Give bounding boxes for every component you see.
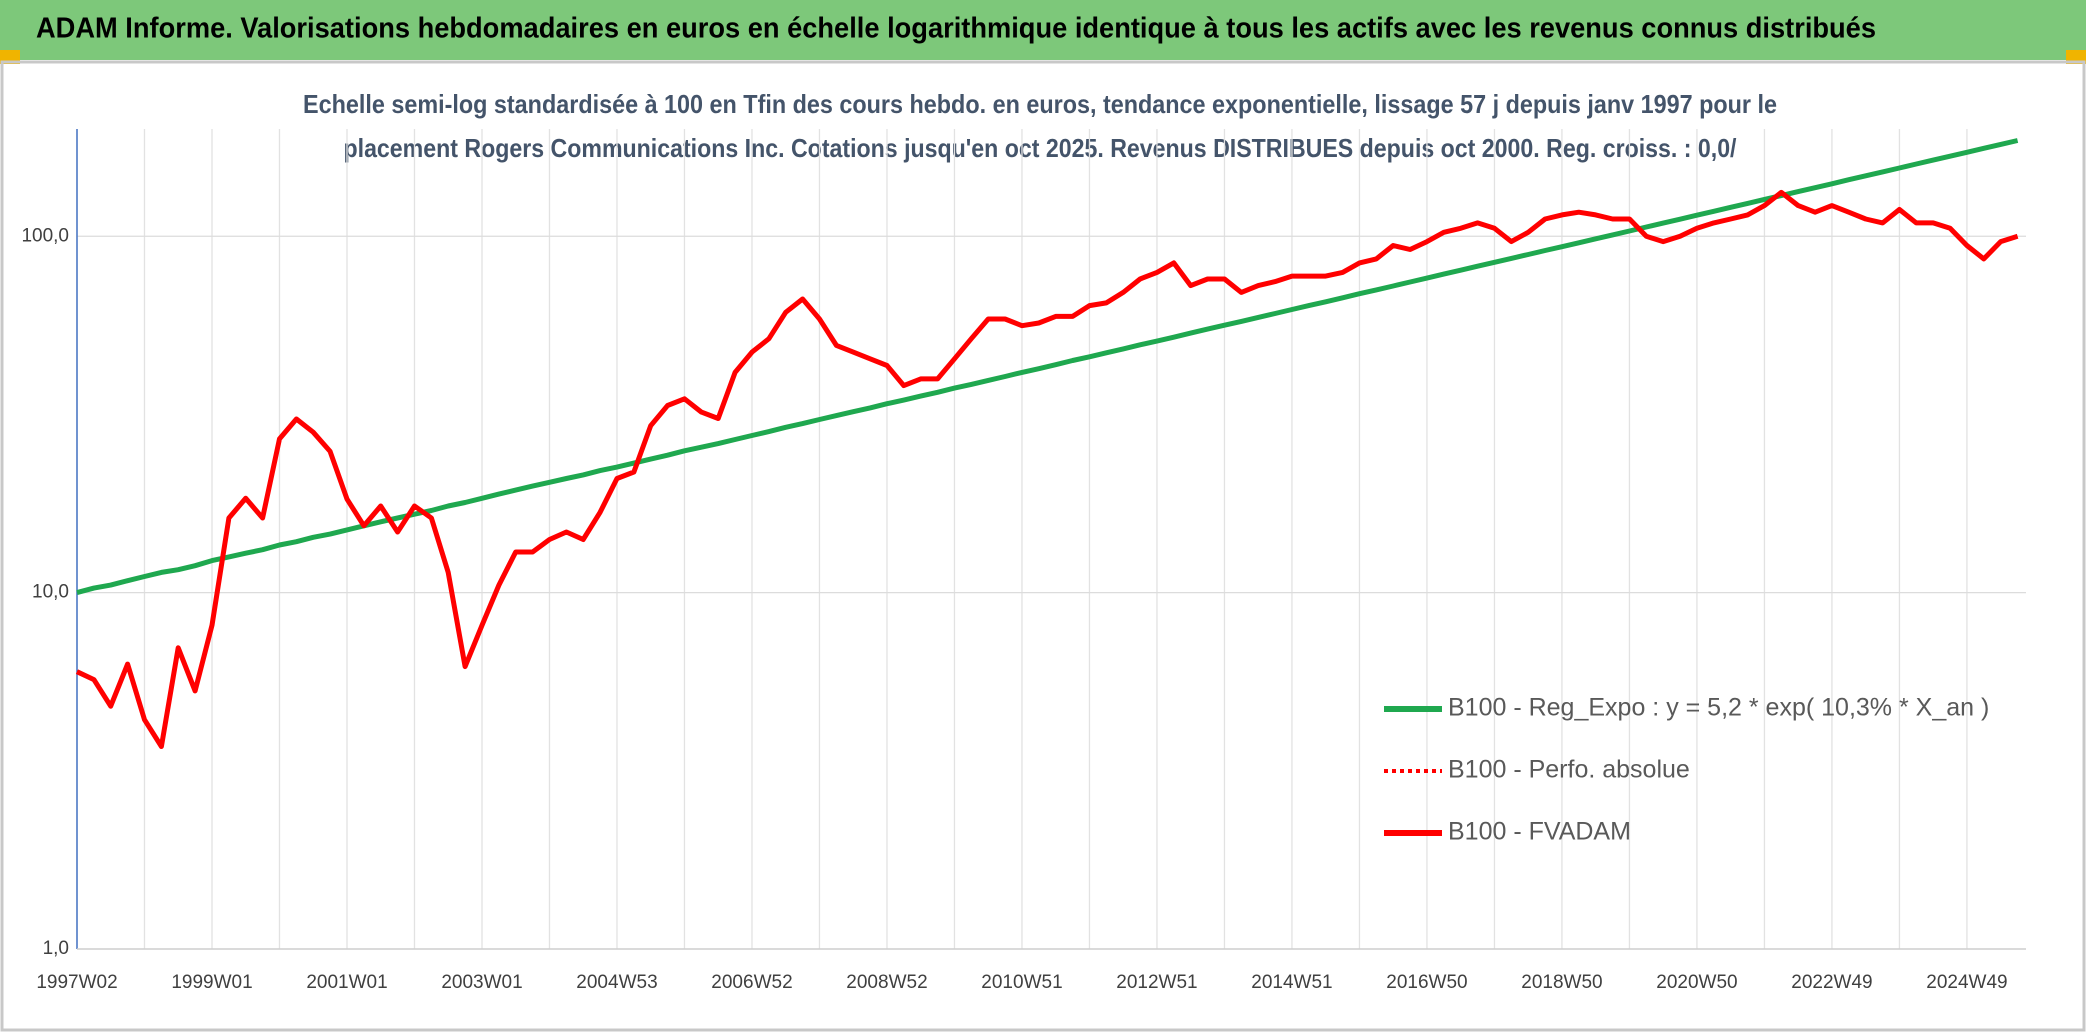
x-tick-label: 1997W02: [36, 972, 117, 993]
x-tick-label: 2006W52: [711, 972, 792, 993]
frame: [0, 60, 2086, 1032]
legend-label: B100 - Reg_Expo : y = 5,2 * exp( 10,3% *…: [1448, 694, 1989, 722]
header-title: ADAM Informe. Valorisations hebdomadaire…: [36, 13, 1876, 45]
x-tick-label: 2022W49: [1791, 972, 1872, 993]
chart-subtitle: placement Rogers Communications Inc. Cot…: [344, 133, 1737, 163]
x-tick-label: 2004W53: [576, 972, 657, 993]
x-tick-label: 2003W01: [441, 972, 522, 993]
x-tick-label: 2020W50: [1656, 972, 1737, 993]
header-bar: [0, 0, 2086, 60]
x-tick-label: 2008W52: [846, 972, 927, 993]
legend-label: B100 - FVADAM: [1448, 818, 1631, 846]
series-line: [76, 138, 2019, 596]
chart-subtitle: Echelle semi-log standardisée à 100 en T…: [303, 89, 1777, 119]
x-tick-label: 1999W01: [171, 972, 252, 993]
y-tick-label: 10,0: [32, 582, 69, 603]
x-tick-label: 2012W51: [1116, 972, 1197, 993]
x-tick-label: 2016W50: [1386, 972, 1467, 993]
series-line: [75, 189, 2019, 749]
y-tick-label: 100,0: [21, 225, 69, 246]
x-tick-label: 2018W50: [1521, 972, 1602, 993]
x-tick-label: 2024W49: [1926, 972, 2007, 993]
y-tick-label: 1,0: [43, 938, 69, 959]
x-tick-label: 2014W51: [1251, 972, 1332, 993]
x-tick-label: 2001W01: [306, 972, 387, 993]
x-tick-label: 2010W51: [981, 972, 1062, 993]
legend-label: B100 - Perfo. absolue: [1448, 756, 1690, 784]
